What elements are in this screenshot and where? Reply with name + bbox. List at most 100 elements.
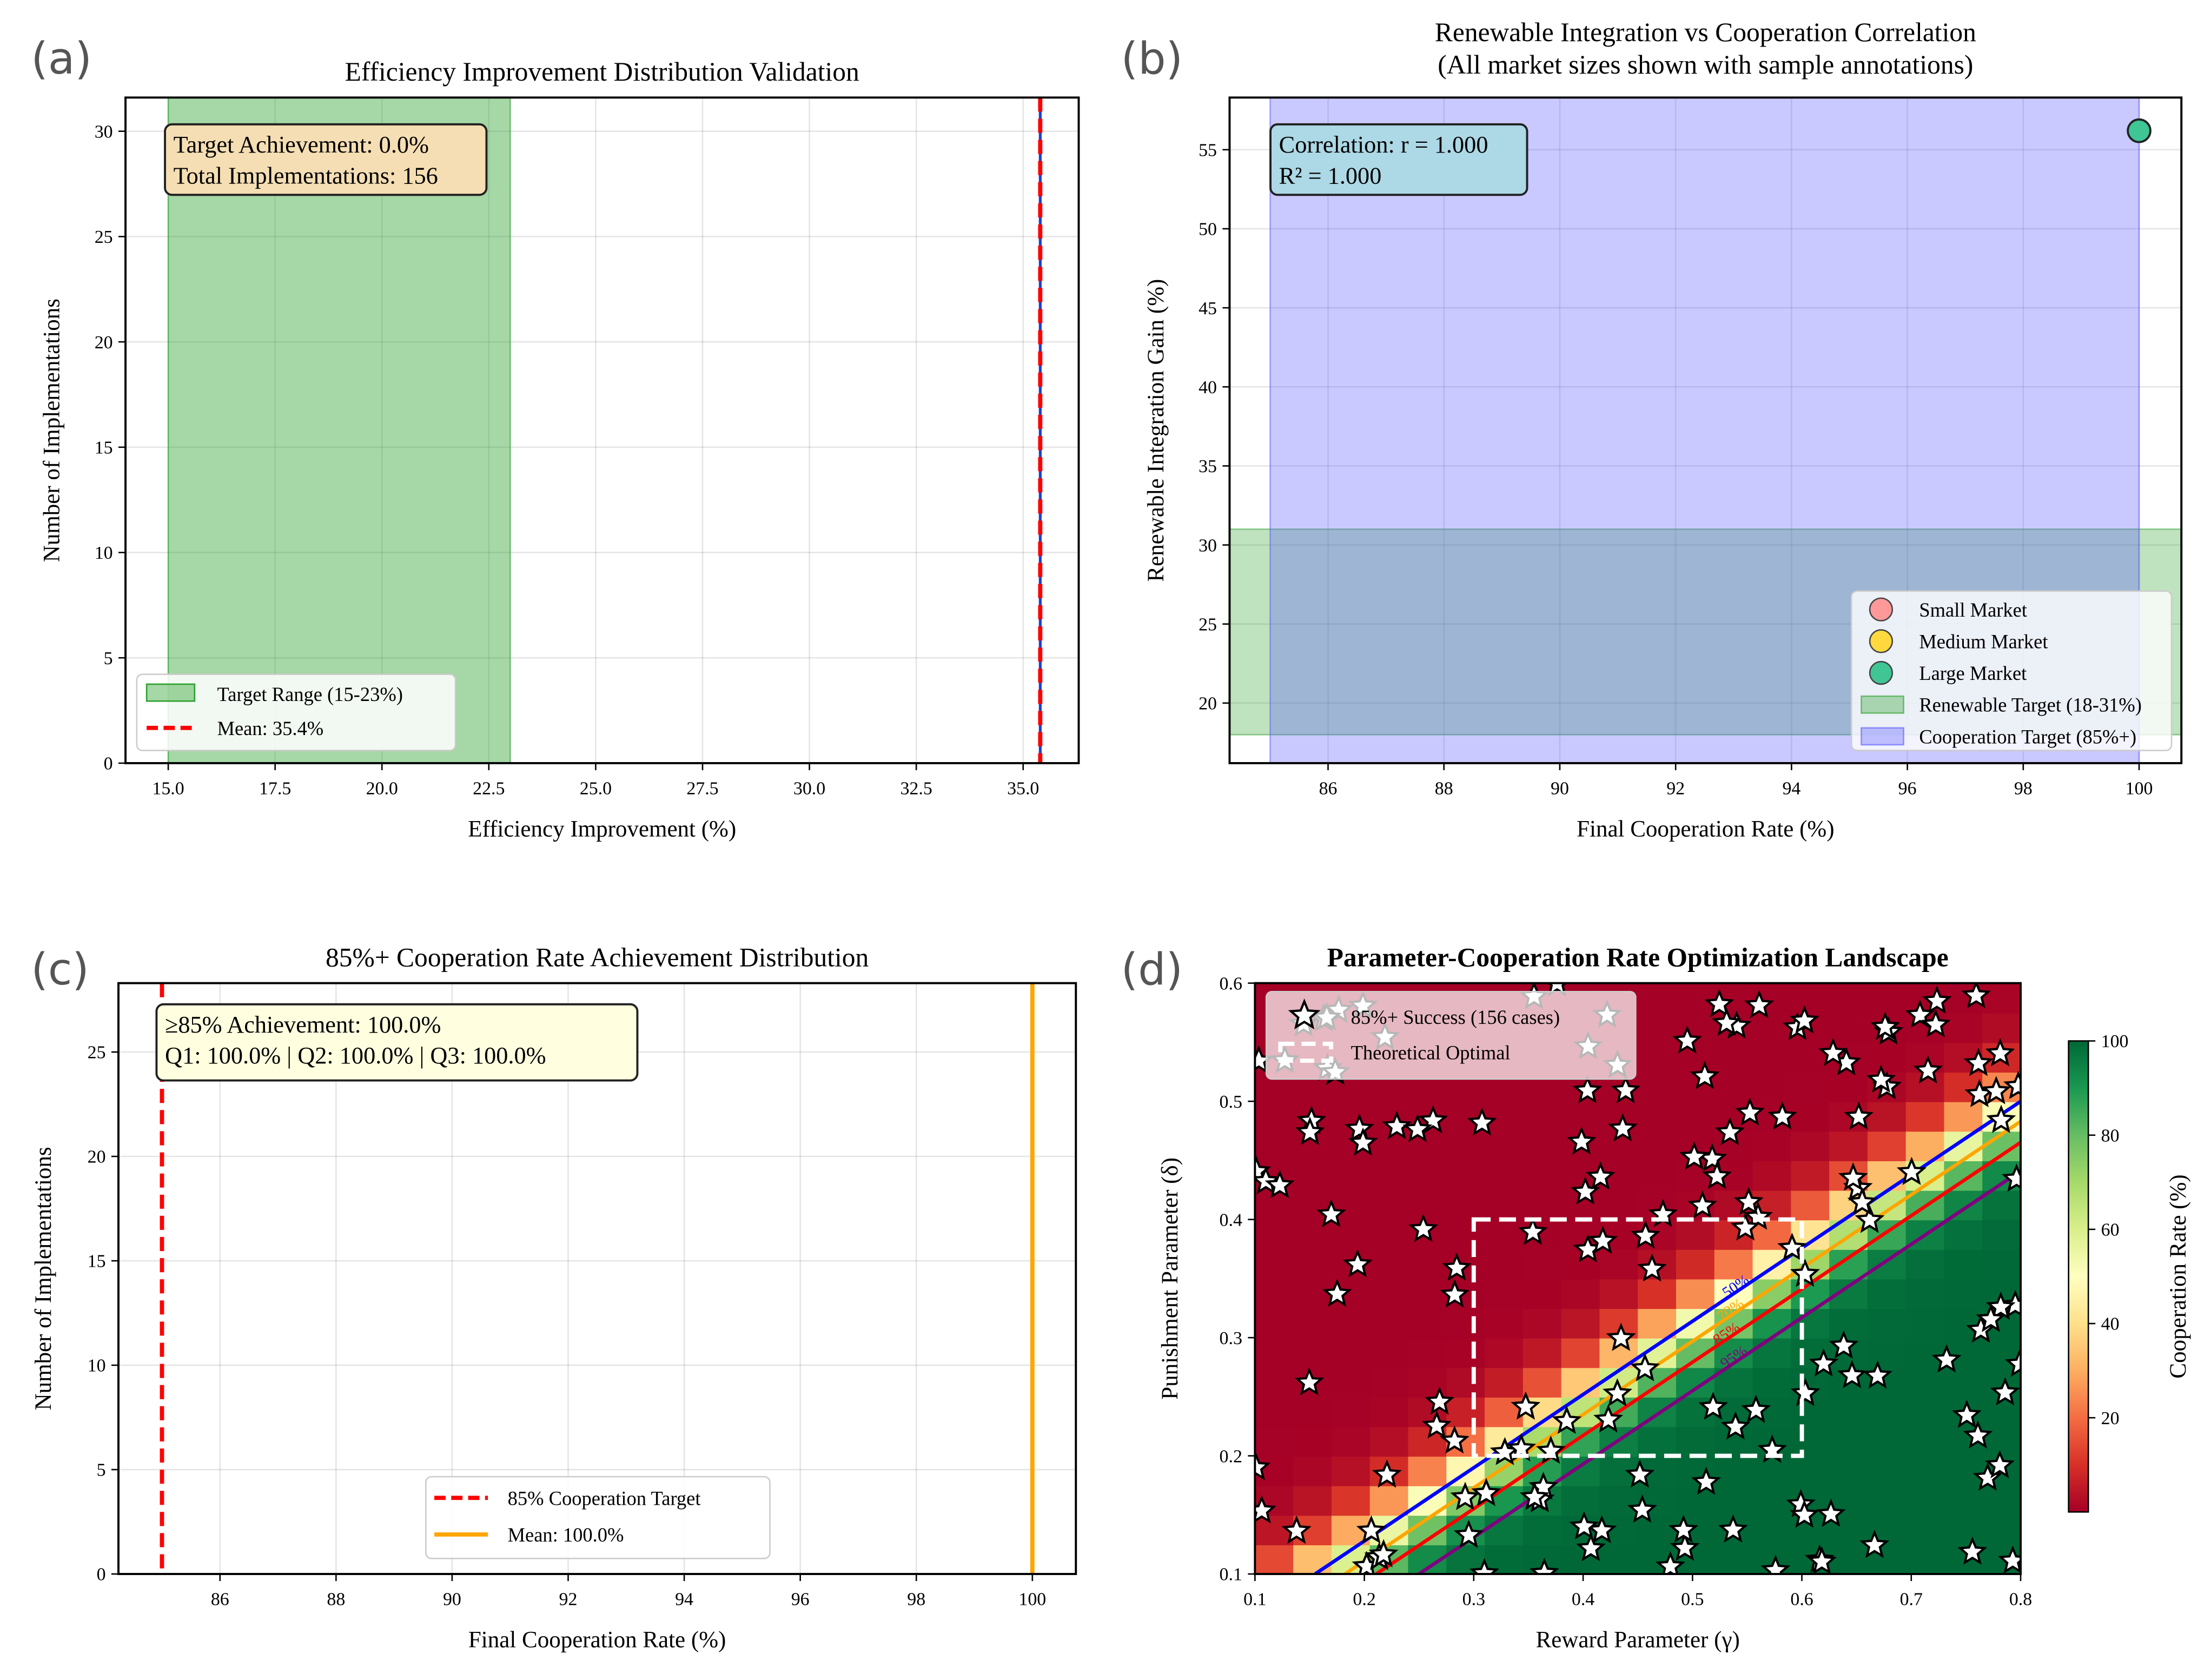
heatmap-cell — [1255, 1308, 1294, 1339]
heatmap-cell — [1752, 1308, 1792, 1339]
success-star — [1529, 1557, 1559, 1575]
heatmap-cell — [1676, 1249, 1716, 1280]
chart-title: 85%+ Cooperation Rate Achievement Distri… — [326, 942, 869, 972]
heatmap-cell — [1369, 1426, 1409, 1457]
heatmap-cell — [1522, 1101, 1563, 1132]
y-tick-label: 25 — [95, 227, 113, 247]
heatmap-cell — [1446, 1189, 1486, 1221]
heatmap-cell — [1867, 1130, 1907, 1161]
success-star — [1990, 1377, 2021, 1406]
x-tick-label: 25.0 — [580, 778, 612, 798]
success-star — [1670, 1532, 1700, 1561]
x-axis-label: Reward Parameter (γ) — [1536, 1628, 1740, 1653]
y-tick-label: 10 — [95, 543, 113, 563]
heatmap-cell — [1369, 1485, 1409, 1516]
heatmap-cell — [1369, 1219, 1409, 1250]
success-star — [1735, 1097, 1765, 1126]
heatmap-cell — [1829, 1426, 1869, 1457]
heatmap-cell — [1676, 1278, 1716, 1309]
axes-frame — [1254, 982, 2022, 1575]
success-star — [1777, 1232, 1808, 1261]
x-tick-label: 32.5 — [900, 778, 932, 798]
success-star — [1733, 1187, 1764, 1215]
heatmap-cell — [1293, 1426, 1333, 1457]
heatmap-cell — [1293, 1338, 1333, 1368]
legend-marker — [1869, 629, 1894, 653]
x-tick-label: 27.5 — [686, 778, 718, 798]
colorbar-label: Cooperation Rate (%) — [2166, 1174, 2191, 1378]
success-star — [1760, 1555, 1791, 1575]
heatmap-cell — [1944, 1456, 1983, 1486]
success-star — [1866, 1064, 1896, 1093]
heatmap-cell — [1829, 1130, 1869, 1161]
heatmap-cell — [1255, 1278, 1294, 1309]
legend-label: Large Market — [1919, 662, 2027, 684]
success-star — [1467, 1107, 1497, 1136]
heatmap-cell — [1331, 1338, 1371, 1368]
success-star — [1295, 1116, 1325, 1145]
heatmap-cell — [1561, 1308, 1600, 1339]
heatmap-cell — [1485, 1397, 1524, 1427]
heatmap-cell — [1867, 1426, 1907, 1457]
x-tick-label: 86 — [1319, 778, 1338, 798]
success-star — [1408, 1213, 1439, 1242]
success-star — [1425, 1386, 1455, 1415]
axes-frame — [1228, 96, 2183, 764]
success-star — [1720, 1411, 1751, 1440]
annotation-box — [164, 123, 488, 196]
heatmap-cell — [1982, 1485, 2022, 1516]
x-tick-label: 20.0 — [366, 778, 398, 798]
y-tick-label: 20 — [95, 333, 113, 353]
legend-label: 85% Cooperation Target — [508, 1487, 701, 1509]
success-star — [1342, 1249, 1373, 1278]
annotation-text: Target Achievement: 0.0% — [174, 131, 429, 158]
success-star — [1806, 1546, 1837, 1575]
y-tick-label: 35 — [1199, 457, 1217, 477]
heatmap-cell — [1638, 1013, 1677, 1043]
heatmap-cell — [1408, 1278, 1447, 1309]
heatmap-cell — [1944, 1130, 1983, 1161]
heatmap-cell — [1255, 1101, 1294, 1132]
heatmap-cell — [1867, 1308, 1907, 1339]
x-tick-label: 98 — [2014, 778, 2033, 798]
heatmap-cell — [1599, 1544, 1639, 1575]
legend-label: Theoretical Optimal — [1351, 1041, 1511, 1063]
success-star — [1585, 1161, 1616, 1190]
heatmap-cell — [1446, 1160, 1486, 1191]
heatmap-cell — [1867, 983, 1907, 1014]
heatmap-cell — [1255, 1130, 1294, 1161]
legend: 85% Cooperation Target Mean: 100.0% — [425, 1476, 771, 1559]
y-tick-label: 15 — [95, 438, 113, 458]
heatmap-cell — [1791, 983, 1830, 1014]
success-star — [1322, 1278, 1352, 1307]
heatmap-cell — [1561, 1338, 1600, 1368]
x-tick-label: 0.2 — [1353, 1589, 1375, 1609]
success-star — [1607, 1113, 1638, 1142]
success-star — [1630, 1353, 1660, 1381]
success-star — [1655, 1551, 1686, 1575]
success-star — [1637, 1253, 1667, 1282]
y-axis-label: Number of Implementations — [39, 299, 65, 562]
heatmap-cell — [1982, 1397, 2022, 1427]
heatmap-cell — [1561, 1426, 1600, 1457]
heatmap-cell — [1446, 1367, 1486, 1398]
y-tick-label: 0.2 — [1220, 1446, 1242, 1466]
panel-label: (d) — [1121, 944, 1183, 995]
y-tick-label: 5 — [97, 1460, 106, 1480]
heatmap-cell — [1791, 1072, 1830, 1102]
y-tick-label: 20 — [88, 1147, 106, 1167]
colorbar — [2068, 1040, 2089, 1513]
heatmap-cell — [1829, 1544, 1869, 1575]
data-point — [2127, 118, 2152, 143]
heatmap-cell — [1522, 1160, 1563, 1191]
legend: Small Market Medium Market Large Market Ren… — [1850, 590, 2173, 751]
success-star — [1981, 1076, 2011, 1104]
heatmap-cell — [1369, 1278, 1409, 1309]
legend-marker — [1869, 660, 1894, 685]
heatmap-cell — [1791, 1101, 1830, 1132]
panel-d: 50%70%85%95%0.1 0.2 0.3 0.4 0.5 0.6 0.7 0.80.10… — [1121, 942, 2191, 1653]
success-star — [1838, 1162, 1868, 1191]
heatmap-cell — [1599, 1249, 1639, 1280]
y-tick-label: 10 — [88, 1356, 106, 1376]
success-star — [1702, 1161, 1732, 1189]
